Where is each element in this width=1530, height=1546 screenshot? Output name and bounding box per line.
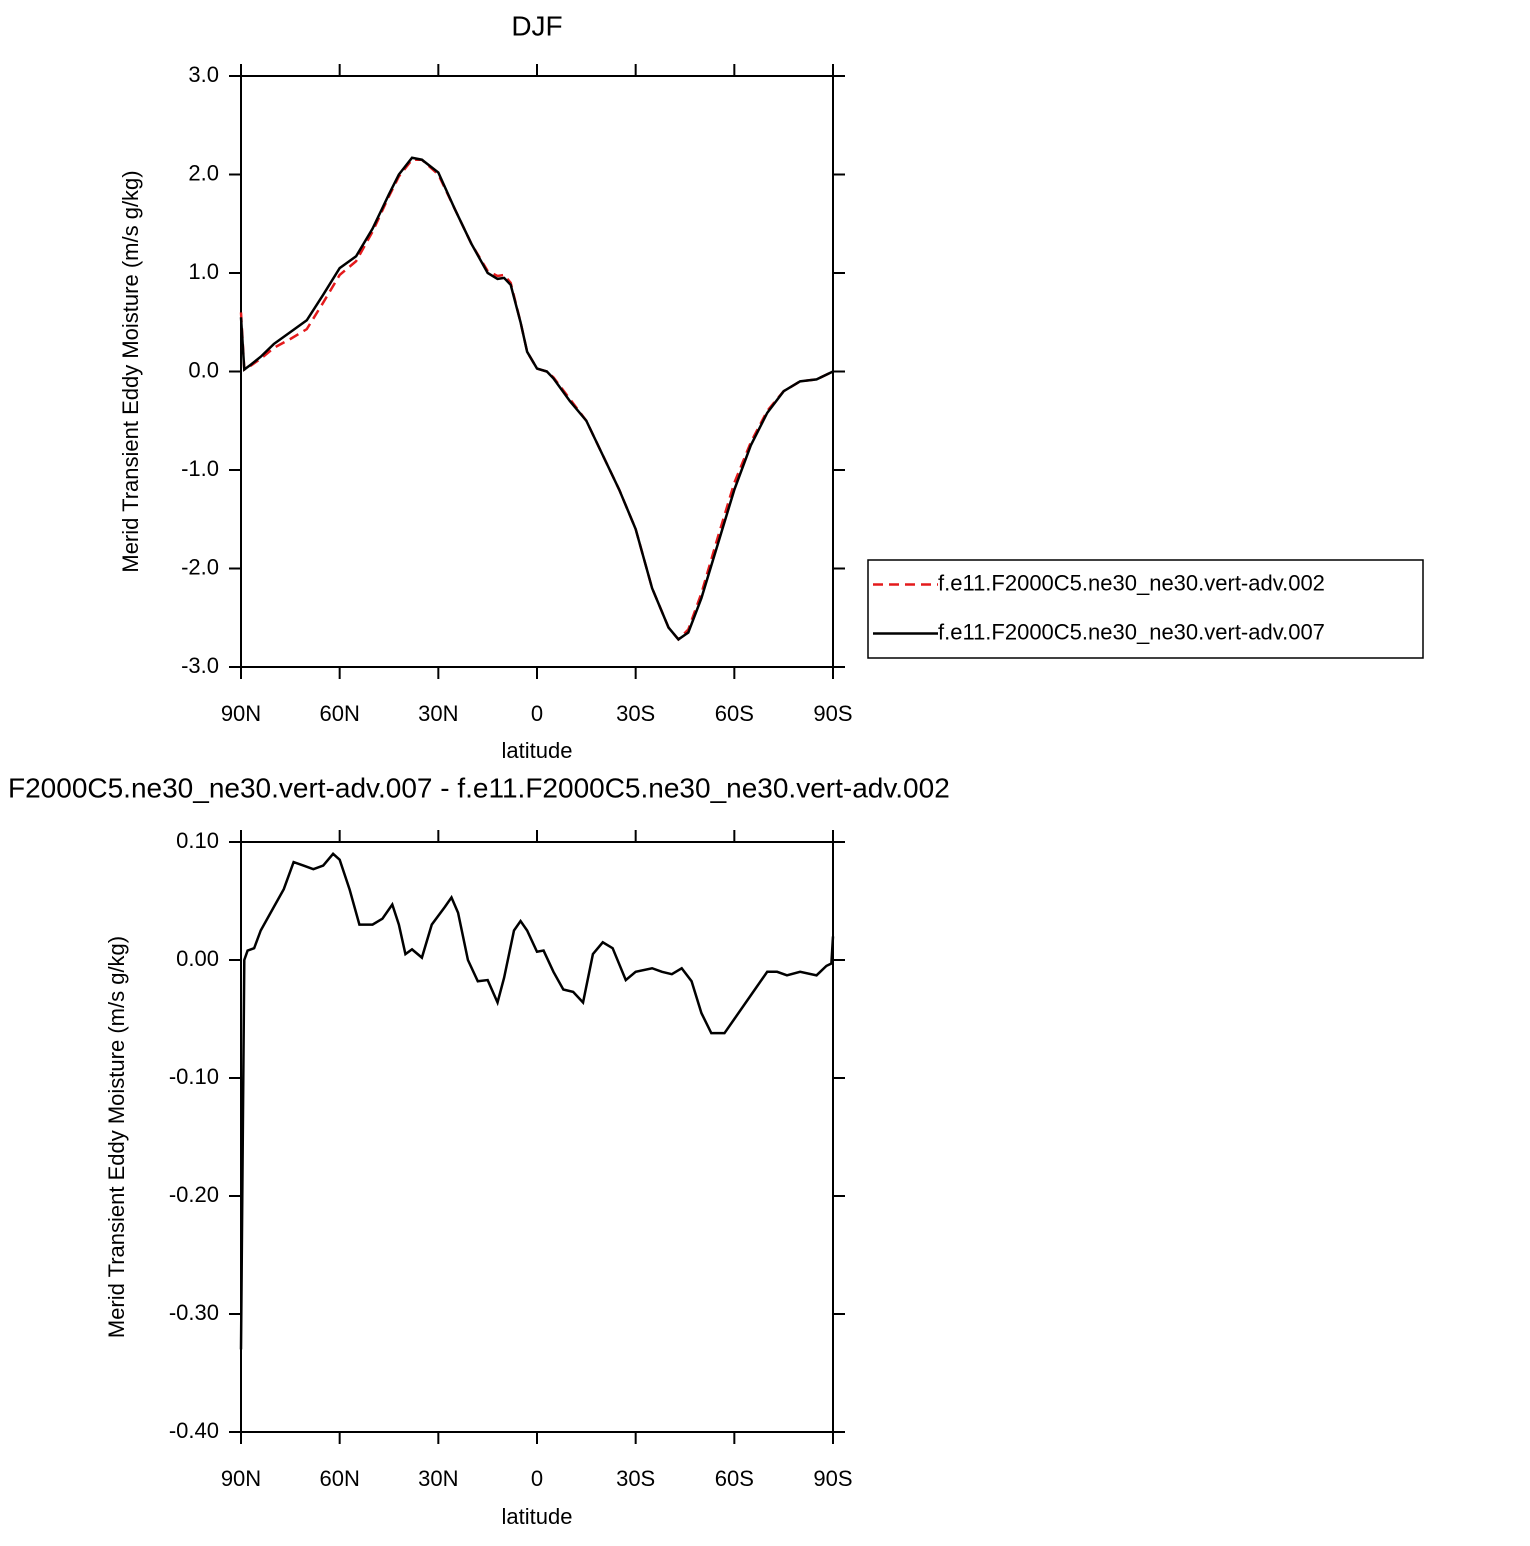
y-tick-label: -0.30 xyxy=(169,1300,219,1325)
legend-box xyxy=(867,559,1424,659)
data-line xyxy=(239,158,834,642)
x-tick-label: 30S xyxy=(616,1466,655,1491)
chart-title: DJF xyxy=(511,10,562,41)
y-tick-label: 0.10 xyxy=(176,828,219,853)
legend-label: f.e11.F2000C5.ne30_ne30.vert-adv.002 xyxy=(938,570,1325,595)
y-tick-label: 1.0 xyxy=(188,259,219,284)
plot-frame xyxy=(240,75,834,668)
y-tick-label: 2.0 xyxy=(188,160,219,185)
x-tick-label: 60S xyxy=(715,1466,754,1491)
y-tick-label: -2.0 xyxy=(181,554,219,579)
y-axis-label: Merid Transient Eddy Moisture (m/s g/kg) xyxy=(118,170,143,572)
x-tick-label: 90S xyxy=(813,701,852,726)
x-tick-label: 60N xyxy=(319,701,359,726)
data-line xyxy=(239,156,834,642)
y-tick-label: -1.0 xyxy=(181,456,219,481)
data-line xyxy=(239,852,835,1350)
x-tick-label: 0 xyxy=(531,1466,543,1491)
x-tick-label: 30N xyxy=(418,1466,458,1491)
y-tick-label: -3.0 xyxy=(181,653,219,678)
x-tick-label: 0 xyxy=(531,701,543,726)
x-tick-label: 30N xyxy=(418,701,458,726)
y-tick-label: -0.20 xyxy=(169,1182,219,1207)
y-tick-label: 3.0 xyxy=(188,62,219,87)
x-tick-label: 30S xyxy=(616,701,655,726)
x-tick-label: 90S xyxy=(813,1466,852,1491)
chart-title: F2000C5.ne30_ne30.vert-adv.007 - f.e11.F… xyxy=(8,772,950,803)
x-tick-label: 60S xyxy=(715,701,754,726)
plot-frame xyxy=(240,841,834,1433)
y-tick-label: -0.40 xyxy=(169,1418,219,1443)
y-tick-label: 0.00 xyxy=(176,946,219,971)
y-tick-label: -0.10 xyxy=(169,1064,219,1089)
y-axis-label: Merid Transient Eddy Moisture (m/s g/kg) xyxy=(104,936,129,1338)
x-axis-label: latitude xyxy=(502,1504,573,1529)
x-tick-label: 90N xyxy=(221,1466,261,1491)
x-tick-label: 90N xyxy=(221,701,261,726)
legend-label: f.e11.F2000C5.ne30_ne30.vert-adv.007 xyxy=(938,619,1325,644)
x-axis-label: latitude xyxy=(502,738,573,763)
x-tick-label: 60N xyxy=(319,1466,359,1491)
y-tick-label: 0.0 xyxy=(188,357,219,382)
